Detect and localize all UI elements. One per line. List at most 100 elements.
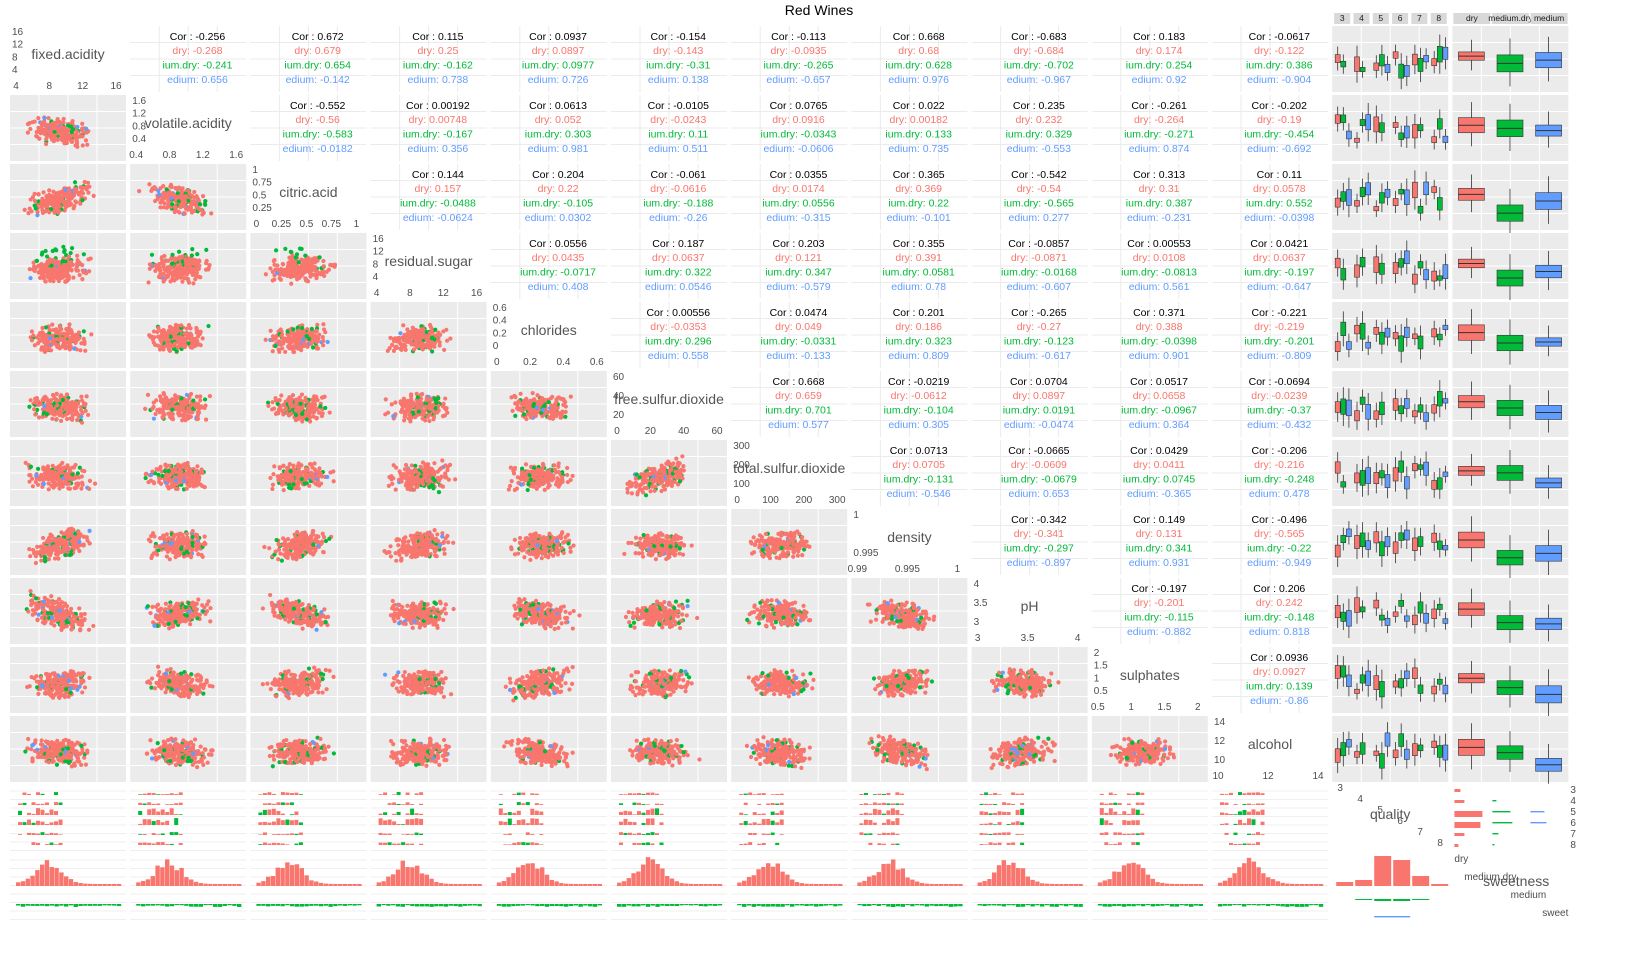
data-point xyxy=(290,339,295,344)
data-point xyxy=(181,336,186,341)
correlation-medium: edium: 0.976 xyxy=(888,74,949,86)
data-point xyxy=(165,483,170,489)
data-point xyxy=(317,255,322,260)
data-point xyxy=(206,267,211,272)
tick-label: 8 xyxy=(407,288,413,299)
data-point xyxy=(296,406,302,411)
data-point xyxy=(156,263,161,268)
tick-label: 0.25 xyxy=(272,219,292,230)
data-point xyxy=(286,335,292,340)
data-point xyxy=(308,419,313,424)
correlation-medium.dry: ium.dry: 0.303 xyxy=(525,129,592,141)
data-point xyxy=(177,210,182,215)
box xyxy=(1398,335,1404,352)
data-point xyxy=(33,412,38,417)
data-point xyxy=(409,394,414,399)
data-point xyxy=(35,213,40,218)
data-point xyxy=(310,476,316,481)
data-point xyxy=(309,261,314,266)
data-point xyxy=(164,187,170,192)
data-point xyxy=(58,418,64,424)
correlation-medium: edium: -0.607 xyxy=(1007,281,1071,293)
data-point xyxy=(175,190,180,196)
box xyxy=(1340,114,1347,123)
data-point xyxy=(86,190,91,195)
correlation-medium: edium: -0.432 xyxy=(1247,419,1311,431)
correlation-medium: edium: -0.26 xyxy=(649,212,708,224)
data-point xyxy=(168,279,173,284)
data-point xyxy=(157,410,162,415)
data-point xyxy=(31,260,36,265)
box xyxy=(1384,188,1391,198)
correlation-panel: Cor : 0.672 dry: 0.679 ium.dry: 0.654 edium… xyxy=(250,26,367,92)
data-point xyxy=(143,472,148,477)
data-point xyxy=(394,465,399,470)
data-point xyxy=(67,322,72,327)
data-point xyxy=(81,336,86,341)
data-point xyxy=(383,397,388,402)
correlation-panel: Cor : -0.061 dry: -0.0616 ium.dry: -0.188 e… xyxy=(611,164,727,230)
tick-label: 0.6 xyxy=(493,303,507,314)
correlation-panel: Cor : 0.355 dry: 0.391 ium.dry: 0.0581 ediu… xyxy=(851,233,968,299)
data-point xyxy=(299,333,304,338)
data-point xyxy=(157,394,163,399)
data-point xyxy=(154,398,159,403)
data-point xyxy=(157,192,162,197)
correlation-medium.dry: ium.dry: -0.0331 xyxy=(761,336,837,348)
data-point xyxy=(204,258,209,263)
data-point xyxy=(55,275,60,280)
data-point xyxy=(268,266,273,271)
data-point xyxy=(80,268,85,273)
data-point xyxy=(68,250,73,256)
data-point xyxy=(266,403,271,409)
data-point xyxy=(50,248,55,254)
data-point xyxy=(510,408,515,413)
box xyxy=(1431,186,1437,193)
correlation-medium: edium: 0.356 xyxy=(408,143,469,155)
box xyxy=(1392,51,1399,59)
data-point xyxy=(409,341,414,346)
correlation-medium: edium: 0.981 xyxy=(528,143,589,155)
data-point xyxy=(39,128,44,133)
correlation-medium.dry: ium.dry: -0.104 xyxy=(884,405,954,417)
data-point xyxy=(51,477,56,482)
data-point xyxy=(528,409,533,414)
correlation-medium: edium: 0.809 xyxy=(888,350,949,362)
data-point xyxy=(188,334,193,339)
data-point xyxy=(181,408,186,413)
data-point xyxy=(153,342,158,348)
correlation-panel: Cor : -0.265 dry: -0.27 ium.dry: -0.123 edi… xyxy=(971,302,1088,368)
box xyxy=(1442,46,1449,60)
correlation-dry: dry: 0.0916 xyxy=(772,114,825,126)
correlation-overall: Cor : 0.355 xyxy=(893,238,945,250)
data-point xyxy=(406,331,411,336)
data-point xyxy=(403,347,408,352)
sweetness-boxplot-panel xyxy=(1452,164,1569,236)
data-point xyxy=(47,210,52,215)
correlation-dry: dry: -0.56 xyxy=(296,114,341,126)
box xyxy=(1334,114,1341,124)
data-point xyxy=(74,481,79,486)
correlation-panel: Cor : -0.154 dry: -0.143 ium.dry: -0.31 edi… xyxy=(611,26,727,92)
data-point xyxy=(322,273,327,278)
data-point xyxy=(196,258,202,263)
data-point xyxy=(63,205,68,210)
tick-label: 0.2 xyxy=(523,357,537,368)
data-point xyxy=(305,261,310,266)
data-point xyxy=(64,138,69,143)
data-point xyxy=(34,473,39,478)
data-point xyxy=(424,343,429,349)
correlation-dry: dry: -0.0353 xyxy=(650,321,706,333)
correlation-medium: edium: -0.809 xyxy=(1247,350,1311,362)
data-point xyxy=(52,412,58,417)
quality-strip-label: 6 xyxy=(1398,13,1403,23)
correlation-medium: edium: 0.277 xyxy=(1009,212,1070,224)
data-point xyxy=(203,198,208,204)
tick-label: 12 xyxy=(77,81,89,92)
correlation-overall: Cor : 0.0556 xyxy=(529,238,587,250)
data-point xyxy=(58,469,63,475)
correlation-medium: edium: -0.692 xyxy=(1247,143,1311,155)
data-point xyxy=(69,268,74,273)
data-point xyxy=(272,277,277,282)
data-point xyxy=(44,254,50,259)
